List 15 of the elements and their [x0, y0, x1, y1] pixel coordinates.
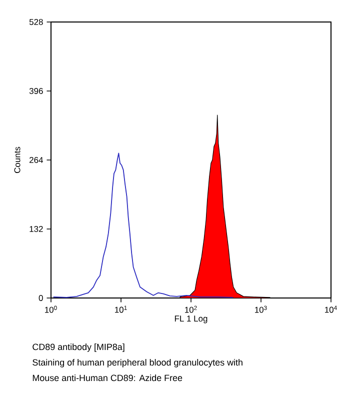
y-tick-label: 0 [38, 295, 43, 301]
x-tick-label: 10$^{0}$ [45, 306, 57, 313]
x-tick-label: 10$^{4}$ [325, 306, 337, 313]
text: Staining of human peripheral blood granulocytes with [32, 359, 242, 368]
x-tick-label: 10$^{3}$ [255, 306, 267, 313]
y-tick-label: 528 [29, 19, 43, 25]
y-axis-title: Counts [14, 146, 20, 173]
text: CD89 antibody [MIP8a] [32, 344, 124, 352]
x-tick-label: 10$^{1}$ [115, 306, 127, 313]
text: Mouse anti-Human CD89: Azide Free [32, 374, 182, 382]
x-tick-label: 10$^{2}$ [185, 306, 197, 313]
y-tick-label: 396 [29, 88, 43, 94]
y-tick-label: 132 [30, 226, 43, 232]
x-axis-title: FL 1 Log [174, 316, 208, 324]
y-tick-label: 264 [30, 157, 43, 163]
